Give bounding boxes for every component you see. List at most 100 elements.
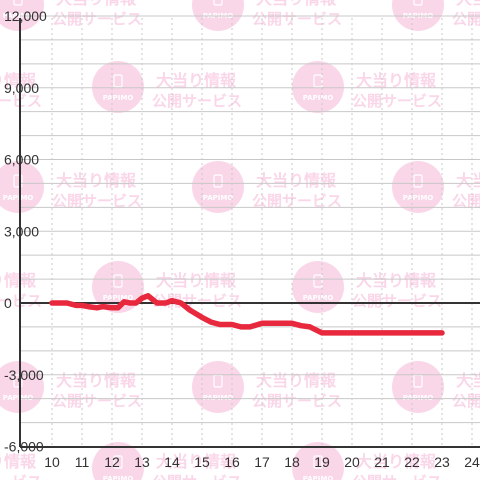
watermark-line1: 大当り情報 <box>156 452 237 471</box>
watermark-line1: 大当り情報 <box>0 452 37 471</box>
watermark-line2: 公開サービス <box>452 192 480 210</box>
watermark-line1: 大当り情報 <box>156 271 237 290</box>
watermark-logo-text: PAPIMO <box>103 294 134 302</box>
series-line <box>49 293 445 336</box>
x-tick-label: 13 <box>134 454 150 470</box>
grid-layer <box>20 15 480 447</box>
watermark-logo-text: PAPIMO <box>3 194 34 202</box>
watermark-phone-icon <box>313 455 323 469</box>
watermark-line2: 公開サービス <box>52 192 142 210</box>
watermark-phone-icon <box>113 74 123 88</box>
watermark-logo-text: PAPIMO <box>103 94 134 102</box>
x-tick-label: 24 <box>464 454 480 470</box>
watermark-logo-text: PAPIMO <box>203 194 234 202</box>
watermark-phone-icon <box>313 274 323 288</box>
watermark-logo-text: PAPIMO <box>3 12 34 20</box>
x-tick-label: 20 <box>344 454 360 470</box>
y-tick-label: -3,000 <box>4 367 44 383</box>
watermark-line1: 大当り情報 <box>256 171 337 190</box>
watermark-phone-icon <box>213 174 223 188</box>
series-layer <box>49 293 445 336</box>
watermark-line2: 公開サービス <box>352 473 442 480</box>
watermark-phone-icon <box>13 374 23 388</box>
watermark-logo <box>392 0 444 31</box>
y-tick-label: -6,000 <box>4 439 44 455</box>
watermark-logo <box>92 442 144 480</box>
watermark-line1: 大当り情報 <box>156 71 237 90</box>
watermark-logo-text: PAPIMO <box>103 475 134 480</box>
watermark-line2: 公開サービス <box>452 392 480 410</box>
watermark-phone-icon <box>413 0 423 6</box>
watermark-logo <box>192 0 244 31</box>
watermark-line1: 大当り情報 <box>356 271 437 290</box>
watermark-line1: 大当り情報 <box>356 452 437 471</box>
axis-layer <box>19 18 480 448</box>
watermark-phone-icon <box>13 0 23 6</box>
x-tick-label: 22 <box>404 454 420 470</box>
watermark-logo-text: PAPIMO <box>403 194 434 202</box>
watermark-line2: 公開サービス <box>0 473 42 480</box>
watermark-line1: 大当り情報 <box>56 171 137 190</box>
x-tick-label: 10 <box>44 454 60 470</box>
watermark-line2: 公開サービス <box>252 10 342 28</box>
x-tick-label: 14 <box>164 454 180 470</box>
watermark-logo-text: PAPIMO <box>203 394 234 402</box>
watermark-line2: 公開サービス <box>252 392 342 410</box>
watermark-phone-icon <box>413 174 423 188</box>
x-tick-label: 17 <box>254 454 270 470</box>
watermark-line2: 公開サービス <box>152 292 242 310</box>
watermark-line1: 大当り情報 <box>0 71 37 90</box>
watermark-phone-icon <box>113 274 123 288</box>
x-tick-label: 23 <box>434 454 450 470</box>
watermark-line1: 大当り情報 <box>56 0 137 8</box>
watermark-line2: 公開サービス <box>452 10 480 28</box>
watermark-line2: 公開サービス <box>252 192 342 210</box>
watermark-line2: 公開サービス <box>52 10 142 28</box>
x-tick-label: 11 <box>75 454 90 470</box>
watermark-line2: 公開サービス <box>152 473 242 480</box>
x-tick-label: 18 <box>284 454 300 470</box>
watermark-logo <box>292 442 344 480</box>
watermark-line2: 公開サービス <box>0 292 42 310</box>
watermark-logo-text: PAPIMO <box>303 294 334 302</box>
x-tick-label: 16 <box>224 454 240 470</box>
x-tick-label: 15 <box>194 454 210 470</box>
watermark-line1: 大当り情報 <box>456 371 480 390</box>
x-tick-label: 12 <box>104 454 120 470</box>
watermark-line2: 公開サービス <box>52 392 142 410</box>
watermark-line1: 大当り情報 <box>0 271 37 290</box>
watermark-line2: 公開サービス <box>152 92 242 110</box>
watermark-logo-text: PAPIMO <box>303 475 334 480</box>
y-tick-label: 3,000 <box>4 223 39 239</box>
watermark-phone-icon <box>13 174 23 188</box>
watermark-line2: 公開サービス <box>352 92 442 110</box>
y-tick-label: 0 <box>4 295 12 311</box>
watermark-phone-icon <box>213 0 223 6</box>
watermark-line1: 大当り情報 <box>456 0 480 8</box>
x-tick-label: 21 <box>374 454 390 470</box>
watermark-line1: 大当り情報 <box>456 171 480 190</box>
watermark-line1: 大当り情報 <box>356 71 437 90</box>
watermark-line1: 大当り情報 <box>256 0 337 8</box>
y-tick-label: 9,000 <box>4 80 39 96</box>
watermark-logo-text: PAPIMO <box>403 394 434 402</box>
watermark-line1: 大当り情報 <box>56 371 137 390</box>
x-tick-label: 19 <box>314 454 330 470</box>
watermark-phone-icon <box>113 455 123 469</box>
